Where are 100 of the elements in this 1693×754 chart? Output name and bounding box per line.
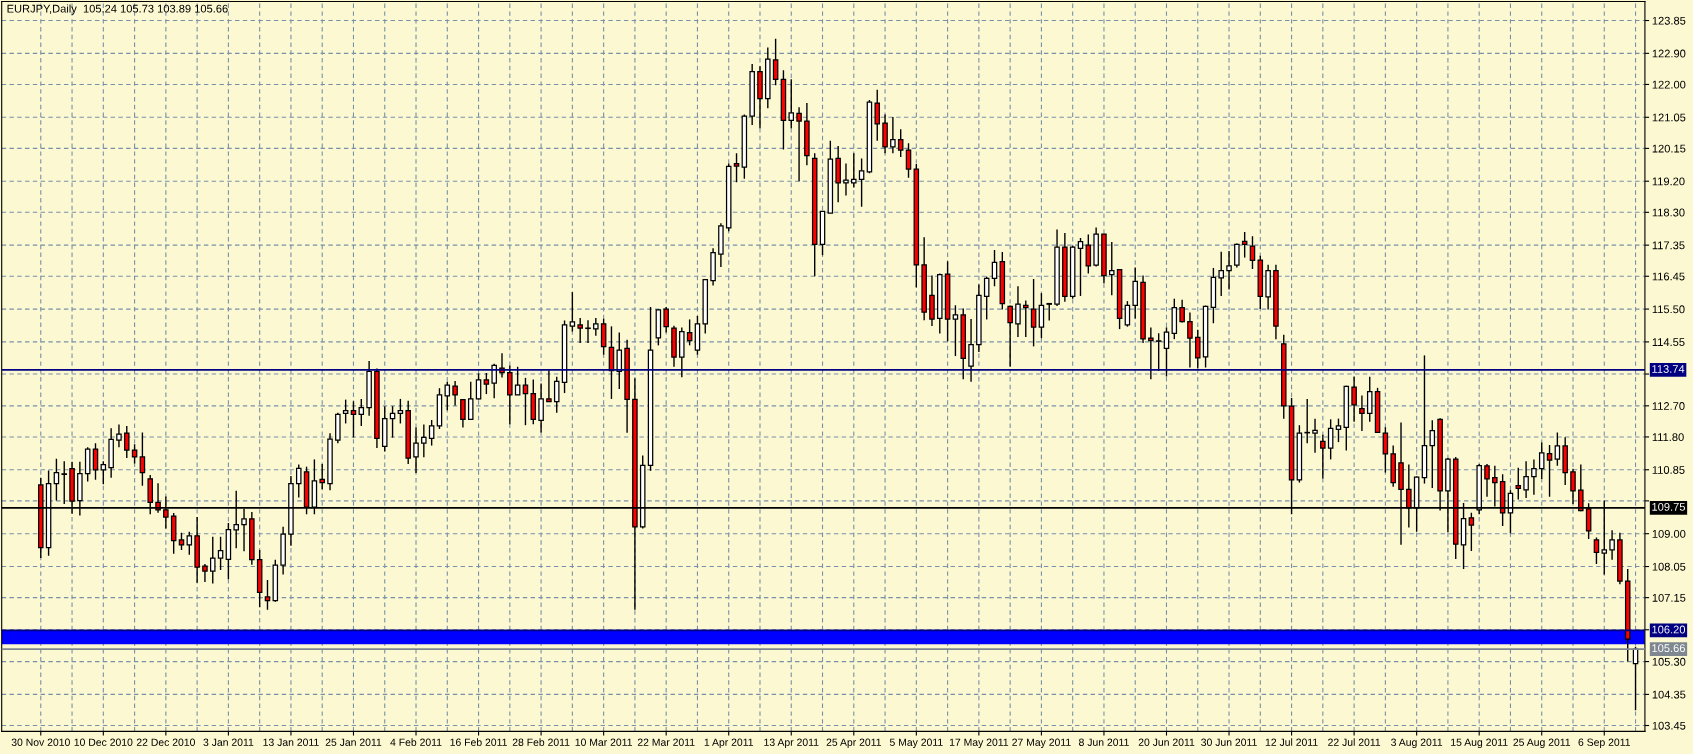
ref-line-label: 113.74 [1652, 365, 1685, 373]
y-tick-label: 118.30 [1652, 208, 1685, 217]
candlestick [538, 382, 544, 434]
candlestick [546, 369, 552, 403]
x-tick-label: 13 Apr 2011 [764, 738, 819, 749]
y-tick-label: 111.80 [1652, 433, 1684, 442]
y-tick-label: 122.90 [1652, 49, 1686, 58]
candlestick [796, 106, 802, 182]
y-tick-label: 117.35 [1652, 241, 1685, 250]
x-tick-label: 8 Jun 2011 [1079, 738, 1129, 746]
candlestick [1007, 304, 1013, 368]
candlestick [1124, 300, 1131, 328]
candlestick [295, 463, 302, 499]
candlestick [483, 372, 490, 395]
candlestick [1609, 529, 1615, 561]
candlestick [1366, 376, 1373, 423]
candlestick [1015, 285, 1021, 338]
candlestick [1382, 426, 1389, 474]
candlestick [1359, 394, 1365, 432]
candlestick [444, 380, 451, 412]
candlestick [929, 274, 935, 327]
candlestick [264, 579, 271, 611]
y-tick-label: 108.05 [1652, 562, 1686, 571]
y-tick-label: 114.55 [1652, 338, 1685, 347]
y-tick-label: 103.45 [1652, 721, 1686, 730]
candlestick [1327, 418, 1334, 461]
candlestick [514, 366, 521, 396]
candlestick [585, 319, 591, 344]
x-tick-label: 15 Aug 2011 [1451, 738, 1508, 749]
candlestick [1593, 536, 1600, 565]
candlestick [1351, 375, 1357, 423]
x-tick-label: 17 May 2011 [949, 738, 1009, 749]
x-tick-label: 16 Feb 2011 [450, 738, 507, 746]
x-tick-label: 25 Apr 2011 [826, 738, 881, 749]
candlestick [413, 426, 419, 474]
x-tick-label: 20 Jun 2011 [1138, 738, 1195, 746]
candlestick [1132, 266, 1138, 320]
x-tick-label: 6 Sep 2011 [1578, 738, 1631, 749]
candlestick [1531, 458, 1537, 496]
candlestick [1038, 292, 1045, 339]
x-tick-label: 27 May 2011 [1012, 738, 1071, 749]
x-tick-label: 4 Feb 2011 [390, 738, 442, 746]
candlestick [209, 536, 216, 585]
y-tick-label: 109.00 [1652, 529, 1686, 538]
candlestick [522, 377, 529, 426]
candlestick [397, 398, 404, 425]
x-tick-label: 12 Jul 2011 [1265, 738, 1318, 746]
candlestick [131, 443, 138, 465]
y-tick-label: 104.35 [1652, 690, 1686, 699]
candlestick [1030, 278, 1037, 348]
x-tick-label: 22 Dec 2010 [136, 738, 195, 746]
candlestick [788, 78, 795, 130]
x-tick-label: 22 Jul 2011 [1328, 738, 1381, 746]
x-tick-label: 13 Jan 2011 [263, 738, 319, 746]
candlestick [851, 152, 857, 189]
y-tick-label: 105.30 [1652, 657, 1686, 666]
ref-line-label: 109.75 [1652, 502, 1686, 511]
candlestick [452, 380, 458, 407]
x-tick-label: 3 Jan 2011 [203, 738, 254, 746]
x-tick-label: 22 Mar 2011 [637, 738, 695, 746]
candlestick [858, 157, 865, 208]
y-tick-label: 115.50 [1652, 305, 1685, 314]
x-tick-label: 30 Jun 2011 [1201, 738, 1257, 746]
candlestick [467, 380, 474, 421]
candlestick [1077, 237, 1084, 297]
x-tick-label: 10 Dec 2010 [74, 738, 133, 746]
candlestick [491, 362, 497, 399]
candlestick [772, 38, 779, 86]
candlestick [616, 331, 623, 390]
chart-title: EURJPY,Daily 105.24 105.73 103.89 105.66 [7, 4, 228, 15]
x-tick-label: 3 Aug 2011 [1391, 738, 1443, 749]
candlestick [1335, 417, 1342, 443]
x-tick-label: 1 Apr 2011 [704, 738, 754, 749]
candlestick [890, 116, 896, 154]
candlestick [1155, 332, 1162, 372]
candlestick [553, 376, 560, 414]
candlestick [350, 400, 357, 439]
candlestick [475, 372, 482, 401]
candlestick [116, 423, 122, 449]
y-tick-label: 107.15 [1652, 593, 1686, 602]
candlestick [507, 364, 513, 425]
y-tick-label: 120.15 [1652, 144, 1686, 153]
candlestick [1570, 468, 1576, 505]
candlestick [1484, 463, 1490, 498]
candlestick [686, 318, 693, 347]
candlestick [186, 530, 193, 556]
candlestick [983, 275, 990, 321]
candlestick [421, 423, 427, 459]
candlestick [460, 398, 466, 429]
candlestick [593, 317, 599, 337]
candlestick [1194, 329, 1201, 370]
candlestick [342, 398, 349, 425]
y-tick-label: 112.70 [1652, 402, 1685, 410]
candlestick [61, 460, 68, 505]
x-tick-label: 30 Nov 2010 [11, 738, 70, 746]
candlestick [53, 458, 60, 502]
y-tick-label: 119.20 [1652, 177, 1685, 186]
candlestick [1320, 434, 1326, 480]
candlestick [319, 463, 325, 490]
candlestick [991, 249, 998, 287]
